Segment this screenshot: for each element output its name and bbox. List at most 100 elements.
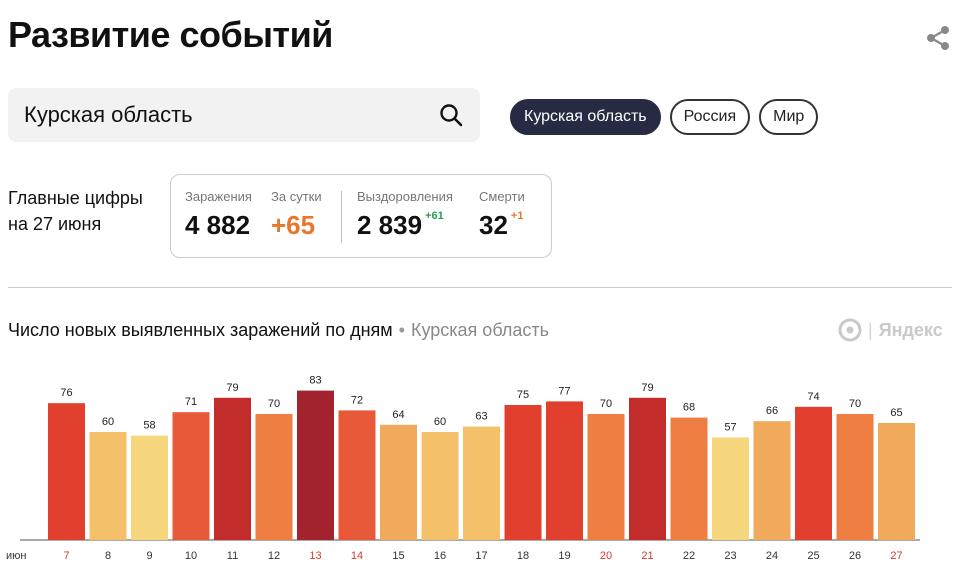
yandex-divider: | [868, 319, 873, 340]
stat-deaths-value: 32 [479, 210, 508, 240]
stats-divider [341, 191, 342, 243]
month-label: июн [6, 550, 26, 562]
stat-deaths-delta: +1 [510, 210, 524, 222]
bar-14[interactable] [338, 410, 376, 540]
bar-17[interactable] [463, 426, 500, 540]
bar-21[interactable] [629, 397, 666, 540]
bar-20[interactable] [587, 414, 625, 540]
x-tick-label: 20 [600, 550, 612, 562]
x-tick-label: 7 [63, 550, 69, 562]
region-search-input[interactable]: Курская область [8, 88, 480, 142]
chart-title: Число новых выявленных заражений по дням… [8, 320, 549, 341]
chart-title-region: Курская область [410, 320, 549, 340]
yandex-logo-icon [838, 318, 862, 342]
x-tick-label: 10 [185, 550, 197, 562]
bar-value-label: 71 [185, 396, 197, 408]
bar-value-label: 76 [60, 387, 72, 399]
bar-26[interactable] [836, 414, 874, 540]
bar-value-label: 60 [102, 416, 114, 428]
search-icon[interactable] [438, 102, 464, 128]
x-tick-label: 16 [434, 550, 446, 562]
stat-recovered-row: 2 839 +61 [357, 210, 453, 241]
x-tick-label: 12 [268, 550, 280, 562]
bar-value-label: 79 [641, 382, 653, 394]
bar-22[interactable] [670, 417, 708, 540]
stat-deaths: Смерти 32 +1 [479, 189, 525, 241]
stat-infections-value: 4 882 [185, 210, 251, 240]
bar-value-label: 79 [226, 382, 238, 394]
main-figures-title: Главные цифры [8, 188, 143, 208]
bar-value-label: 70 [849, 398, 861, 410]
x-tick-label: 19 [558, 550, 570, 562]
bar-value-label: 65 [890, 407, 902, 419]
bar-value-label: 75 [517, 389, 529, 401]
stat-per-day: За сутки +65 [271, 189, 322, 241]
bar-value-label: 60 [434, 416, 446, 428]
bar-27[interactable] [878, 423, 915, 540]
region-tabs: Курская область Россия Мир [510, 99, 819, 135]
x-tick-label: 17 [475, 550, 487, 562]
bar-11[interactable] [214, 397, 251, 540]
cases-bar-chart: июн 76 7 60 8 58 9 71 10 79 11 70 12 83 13 72 14 64 15 60 16… [6, 375, 920, 562]
tab-world[interactable]: Мир [759, 99, 819, 135]
x-tick-label: 27 [890, 550, 902, 562]
bar-24[interactable] [753, 421, 791, 540]
bar-value-label: 72 [351, 394, 363, 406]
bar-value-label: 64 [392, 409, 404, 421]
bar-15[interactable] [380, 424, 417, 540]
stat-recovered-delta: +61 [425, 210, 444, 222]
bar-value-label: 77 [558, 385, 570, 397]
main-figures-label: Главные цифры на 27 июня [8, 185, 143, 237]
bar-value-label: 74 [807, 391, 819, 403]
chart-title-text: Число новых выявленных заражений по дням [8, 320, 393, 340]
bar-12[interactable] [255, 414, 293, 540]
x-tick-label: 18 [517, 550, 529, 562]
x-tick-label: 22 [683, 550, 695, 562]
stat-infections: Заражения 4 882 [185, 189, 252, 241]
bar-value-label: 68 [683, 402, 695, 414]
x-tick-label: 9 [146, 550, 152, 562]
bar-value-label: 66 [766, 405, 778, 417]
tab-russia[interactable]: Россия [669, 99, 751, 135]
search-value: Курская область [24, 102, 193, 127]
x-tick-label: 21 [641, 550, 653, 562]
stat-recovered-label: Выздоровления [357, 189, 453, 204]
chart-title-separator: • [398, 320, 405, 340]
yandex-logo-text: Яндекс [878, 319, 943, 340]
x-tick-label: 15 [392, 550, 404, 562]
bar-13[interactable] [297, 390, 334, 540]
yandex-logo: | Яндекс [838, 318, 943, 342]
bar-18[interactable] [504, 405, 542, 540]
stat-deaths-row: 32 +1 [479, 210, 525, 241]
x-tick-label: 14 [351, 550, 363, 562]
bar-25[interactable] [795, 406, 832, 540]
bar-7[interactable] [48, 403, 85, 540]
main-figures-date: на 27 июня [8, 214, 102, 234]
bar-value-label: 70 [600, 398, 612, 410]
bar-19[interactable] [546, 401, 583, 540]
x-tick-label: 25 [807, 550, 819, 562]
stat-deaths-label: Смерти [479, 189, 525, 204]
x-tick-label: 8 [105, 550, 111, 562]
bar-value-label: 83 [309, 375, 321, 387]
stat-per-day-label: За сутки [271, 189, 322, 204]
stat-per-day-value: +65 [271, 210, 316, 240]
page-title: Развитие событий [8, 14, 333, 55]
x-tick-label: 26 [849, 550, 861, 562]
bar-10[interactable] [172, 412, 210, 540]
bar-value-label: 58 [143, 420, 155, 432]
tab-kursk-region[interactable]: Курская область [510, 99, 661, 135]
stat-recovered: Выздоровления 2 839 +61 [357, 189, 453, 241]
bar-23[interactable] [712, 437, 749, 540]
bar-9[interactable] [131, 435, 168, 540]
stat-recovered-value: 2 839 [357, 210, 423, 240]
share-icon[interactable] [924, 24, 952, 52]
x-tick-label: 24 [766, 550, 778, 562]
section-divider [8, 287, 952, 288]
x-tick-label: 23 [724, 550, 736, 562]
bar-16[interactable] [421, 432, 459, 540]
bar-value-label: 57 [724, 421, 736, 433]
bar-8[interactable] [89, 432, 127, 540]
stat-infections-label: Заражения [185, 189, 252, 204]
bar-value-label: 70 [268, 398, 280, 410]
